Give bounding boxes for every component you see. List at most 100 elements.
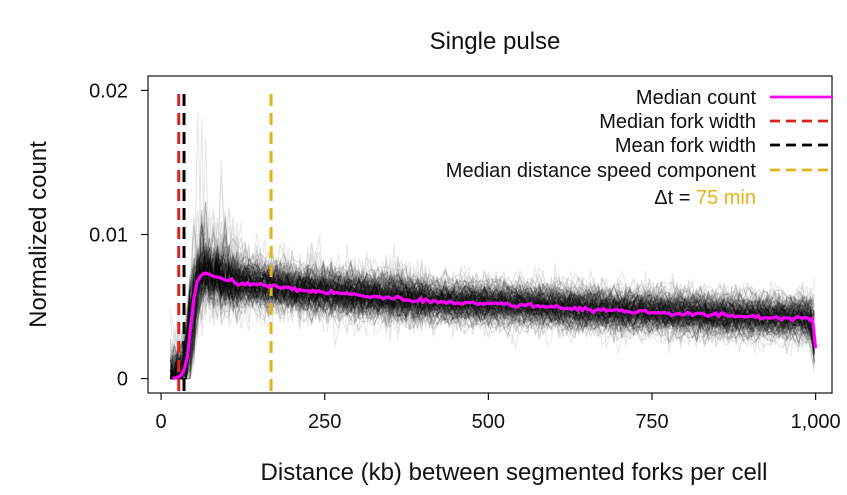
distribution-trace	[170, 245, 815, 381]
distribution-trace	[169, 258, 815, 380]
x-axis: 0 250 500 750 1,000	[156, 393, 841, 433]
distribution-trace	[170, 253, 815, 380]
distribution-trace	[169, 249, 815, 374]
distribution-trace	[169, 265, 815, 380]
distribution-trace	[169, 258, 815, 381]
distribution-trace	[169, 239, 815, 380]
distribution-trace	[169, 246, 815, 371]
distribution-trace	[169, 233, 815, 381]
distribution-trace	[169, 252, 815, 380]
distribution-trace	[169, 260, 815, 372]
distribution-trace	[169, 238, 815, 378]
reference-lines	[177, 94, 273, 393]
distribution-trace	[169, 225, 815, 380]
distribution-trace	[169, 267, 815, 380]
distribution-trace	[170, 251, 815, 368]
distribution-trace	[170, 265, 815, 381]
distribution-trace	[169, 247, 815, 379]
distribution-trace	[169, 220, 815, 376]
distribution-trace	[169, 221, 815, 375]
distribution-trace	[169, 263, 815, 380]
distribution-trace	[169, 202, 815, 381]
distribution-trace	[169, 260, 815, 380]
x-tick-label: 250	[308, 411, 341, 433]
delta-t-annotation: Δt = 75 min	[654, 187, 756, 209]
distribution-trace	[169, 243, 815, 379]
distribution-trace	[170, 261, 815, 367]
distribution-trace	[169, 271, 815, 380]
distribution-trace	[169, 232, 815, 379]
distribution-trace	[169, 224, 815, 379]
legend-median-fork-width-label: Median fork width	[599, 111, 756, 133]
distribution-trace	[169, 116, 815, 380]
distribution-trace	[169, 221, 815, 380]
distribution-trace	[169, 266, 815, 380]
distribution-trace	[170, 244, 815, 380]
distribution-trace	[169, 247, 815, 378]
distribution-trace	[169, 254, 815, 381]
chart-title: Single pulse	[429, 28, 561, 55]
distribution-trace	[170, 251, 815, 380]
y-tick-label: 0.01	[89, 225, 128, 247]
distribution-trace	[170, 257, 815, 380]
distribution-trace	[169, 246, 815, 380]
distribution-trace	[169, 232, 815, 378]
distribution-trace	[170, 263, 815, 380]
y-tick-label: 0	[117, 369, 128, 391]
distribution-trace	[169, 262, 815, 379]
distribution-trace	[169, 160, 815, 373]
distribution-trace	[170, 258, 815, 380]
distribution-trace	[170, 202, 815, 380]
distribution-trace	[169, 251, 815, 379]
distribution-trace	[170, 257, 815, 380]
distribution-trace	[169, 201, 815, 379]
distribution-trace	[170, 258, 815, 380]
legend-mean-fork-width-label: Mean fork width	[615, 135, 756, 157]
distribution-trace	[170, 235, 815, 380]
distribution-trace	[170, 276, 815, 380]
legend-median-count-label: Median count	[636, 87, 757, 109]
distribution-trace	[170, 227, 815, 380]
distribution-trace	[169, 276, 815, 380]
distribution-trace	[169, 249, 815, 376]
distribution-trace	[169, 265, 815, 380]
distribution-trace	[170, 271, 815, 381]
distribution-trace	[170, 175, 815, 378]
legend-median-distance-speed-label: Median distance speed component	[446, 160, 757, 182]
distribution-trace	[169, 233, 815, 375]
distribution-trace	[169, 237, 815, 372]
y-tick-label: 0.02	[89, 80, 128, 102]
distribution-trace	[170, 246, 815, 377]
distribution-trace	[169, 242, 815, 368]
distribution-trace	[169, 261, 815, 381]
x-tick-label: 0	[156, 411, 167, 433]
distribution-trace	[170, 211, 815, 380]
distribution-trace	[169, 256, 815, 380]
distribution-trace	[169, 237, 815, 377]
delta-t-value: 75 min	[696, 187, 756, 209]
distribution-trace	[169, 258, 815, 380]
x-tick-label: 1,000	[791, 411, 841, 433]
distribution-trace	[169, 233, 815, 376]
distribution-trace	[169, 260, 815, 380]
distribution-trace	[169, 258, 815, 381]
y-axis-label: Normalized count	[25, 141, 52, 328]
distribution-trace	[169, 268, 815, 380]
distribution-trace	[169, 252, 815, 381]
distribution-trace	[169, 258, 815, 381]
distribution-trace	[170, 259, 815, 380]
distribution-trace	[169, 251, 815, 381]
delta-t-prefix: Δt =	[654, 187, 696, 209]
distribution-trace	[169, 207, 815, 375]
distribution-trace	[170, 266, 815, 380]
distribution-trace	[170, 224, 815, 380]
distribution-trace	[169, 242, 815, 380]
distribution-trace	[169, 265, 815, 380]
distribution-trace	[169, 250, 815, 374]
distribution-trace	[169, 248, 815, 380]
distribution-trace	[170, 247, 815, 380]
distribution-trace	[170, 249, 815, 380]
distribution-trace	[170, 249, 815, 380]
